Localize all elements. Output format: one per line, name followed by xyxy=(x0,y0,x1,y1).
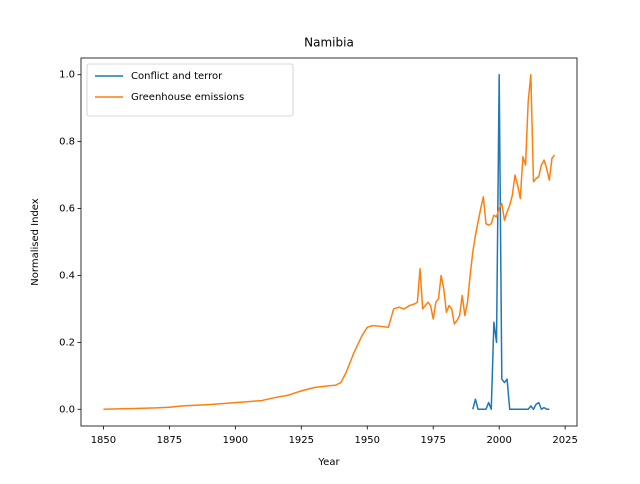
legend-label: Greenhouse emissions xyxy=(131,92,244,103)
y-tick-label: 0.0 xyxy=(59,404,75,415)
legend-box xyxy=(86,63,294,117)
y-tick-label: 0.2 xyxy=(59,337,75,348)
x-tick-label: 1950 xyxy=(355,435,380,446)
x-axis-label: Year xyxy=(317,457,340,468)
x-tick-label: 1875 xyxy=(157,435,182,446)
x-tick-label: 2025 xyxy=(552,435,577,446)
chart-title: Namibia xyxy=(304,36,354,50)
line-series xyxy=(472,73,550,411)
x-tick-label: 1975 xyxy=(420,435,445,446)
y-tick-label: 1.0 xyxy=(59,70,75,81)
y-tick-label: 0.6 xyxy=(59,204,75,215)
axes-frame xyxy=(80,57,578,427)
y-tick-label: 0.4 xyxy=(59,270,75,281)
line-series xyxy=(103,73,556,411)
legend-label: Conflict and terror xyxy=(131,71,223,82)
x-tick-label: 1925 xyxy=(289,435,314,446)
x-tick-label: 1900 xyxy=(223,435,248,446)
y-axis-label: Normalised Index xyxy=(30,198,41,285)
plot-area xyxy=(103,73,556,411)
x-tick-label: 1850 xyxy=(91,435,116,446)
x-tick-label: 2000 xyxy=(486,435,511,446)
y-tick-label: 0.8 xyxy=(59,137,75,148)
